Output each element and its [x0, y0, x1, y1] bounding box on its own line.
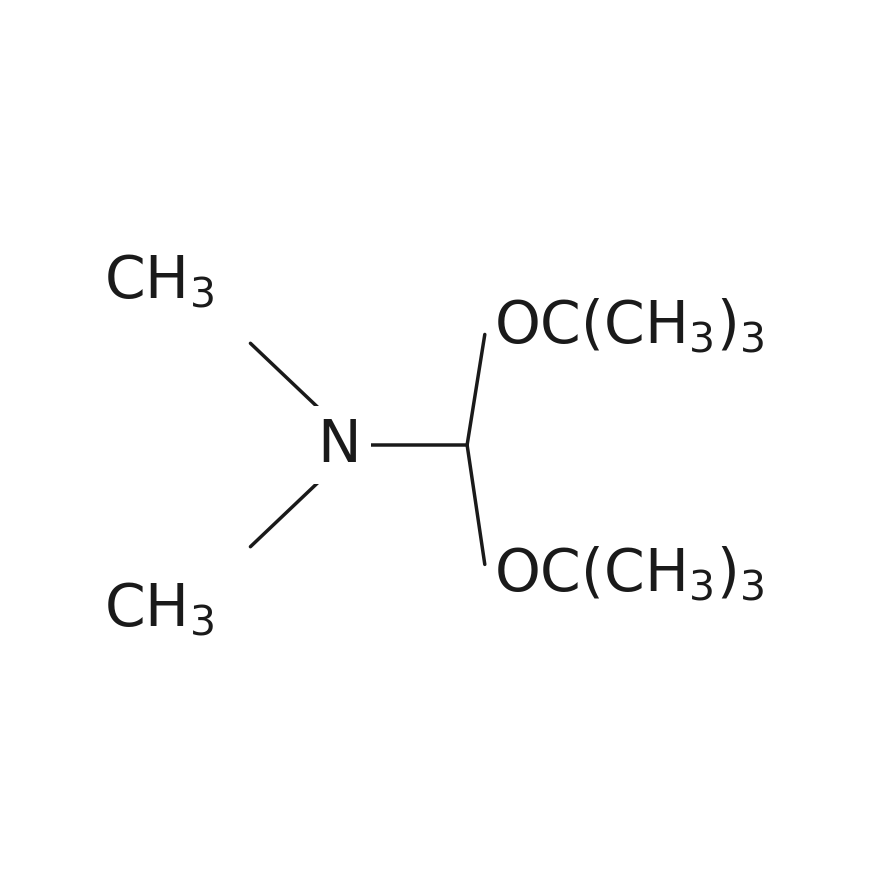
- Text: N: N: [317, 417, 360, 473]
- Text: OC(CH$_3$)$_3$: OC(CH$_3$)$_3$: [494, 296, 764, 355]
- Text: CH$_3$: CH$_3$: [104, 579, 214, 637]
- Text: CH$_3$: CH$_3$: [104, 253, 214, 311]
- Text: OC(CH$_3$)$_3$: OC(CH$_3$)$_3$: [494, 544, 764, 603]
